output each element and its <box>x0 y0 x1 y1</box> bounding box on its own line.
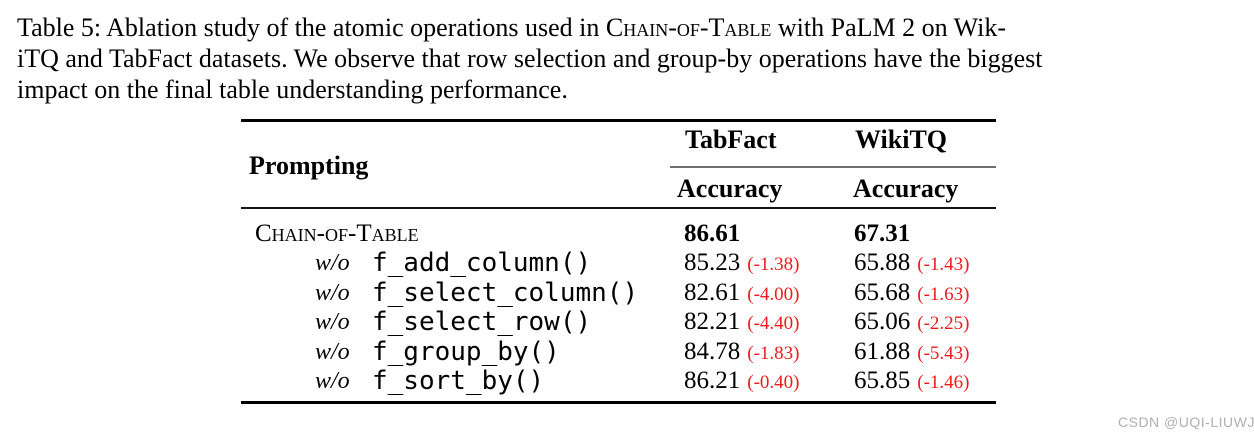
tabfact-value: 82.61 <box>684 279 741 306</box>
row-label-wo: w/o <box>315 368 350 394</box>
cell-tabfact-accuracy: 86.61 <box>684 219 747 252</box>
table-row-wo-f-select-row: w/o f_select_row() 82.21 (-4.40) 65.06 (-2… <box>0 307 1254 337</box>
cell-wikitq-accuracy: 67.31 <box>854 219 917 252</box>
tabfact-delta: (-4.00) <box>747 284 800 305</box>
wikitq-delta: (-1.43) <box>917 254 970 275</box>
table-bottom-rule <box>241 401 996 404</box>
table-cmid-rule <box>670 166 996 168</box>
tabfact-value: 84.78 <box>684 338 741 365</box>
cell-tabfact-accuracy: 82.21 (-4.40) <box>684 307 799 340</box>
cell-wikitq-accuracy: 61.88 (-5.43) <box>854 337 969 370</box>
cell-tabfact-accuracy: 82.61 (-4.00) <box>684 278 799 311</box>
cell-tabfact-accuracy: 86.21 (-0.40) <box>684 366 799 399</box>
wikitq-value: 65.88 <box>854 249 911 276</box>
row-label-function-name: f_add_column() <box>372 248 592 278</box>
tabfact-delta: (-0.40) <box>747 372 800 393</box>
wikitq-delta: (-1.63) <box>917 284 970 305</box>
caption-smallcaps-chain-of-table: Chain-of-Table <box>605 13 772 42</box>
table-top-rule <box>241 119 996 122</box>
row-label-function-name: f_sort_by() <box>372 366 545 396</box>
tabfact-value: 85.23 <box>684 249 741 276</box>
wikitq-value: 65.06 <box>854 308 911 335</box>
caption-text: Table 5: Ablation study of the atomic op… <box>17 13 606 42</box>
tabfact-value: 82.21 <box>684 308 741 335</box>
wikitq-delta: (-5.43) <box>917 343 970 364</box>
wikitq-value: 65.85 <box>854 367 911 394</box>
cell-wikitq-accuracy: 65.68 (-1.63) <box>854 278 969 311</box>
table-row-wo-f-select-column: w/o f_select_column() 82.61 (-4.00) 65.68… <box>0 278 1254 308</box>
caption-line-1: Table 5: Ablation study of the atomic op… <box>17 12 1042 43</box>
wikitq-delta: (-2.25) <box>917 313 970 334</box>
column-subheader-wikitq-accuracy: Accuracy <box>853 174 959 203</box>
wikitq-value: 61.88 <box>854 338 911 365</box>
wikitq-value: 65.68 <box>854 279 911 306</box>
column-group-header-tabfact: TabFact <box>685 125 777 154</box>
table-row-wo-f-group-by: w/o f_group_by() 84.78 (-1.83) 61.88 (-5.4… <box>0 337 1254 367</box>
table-row-wo-f-add-column: w/o f_add_column() 85.23 (-1.38) 65.88 (-1… <box>0 248 1254 278</box>
caption-line-2: iTQ and TabFact datasets. We observe tha… <box>17 44 1043 73</box>
row-label-wo: w/o <box>315 339 350 365</box>
cell-wikitq-accuracy: 65.88 (-1.43) <box>854 248 969 281</box>
tabfact-value: 86.61 <box>684 220 741 247</box>
tabfact-delta: (-1.38) <box>747 254 800 275</box>
tabfact-delta: (-4.40) <box>747 313 800 334</box>
csdn-watermark: CSDN @UQI-LIUWJ <box>1118 414 1254 430</box>
row-label-wo: w/o <box>315 309 350 335</box>
row-label-function-name: f_select_column() <box>372 278 639 308</box>
table-mid-rule <box>241 207 996 209</box>
cell-tabfact-accuracy: 84.78 (-1.83) <box>684 337 799 370</box>
column-header-prompting: Prompting <box>249 151 369 180</box>
column-group-header-wikitq: WikiTQ <box>855 125 948 154</box>
table-row-wo-f-sort-by: w/o f_sort_by() 86.21 (-0.40) 65.85 (-1.46… <box>0 366 1254 396</box>
row-label-chain-of-table: Chain-of-Table <box>255 220 419 247</box>
cell-wikitq-accuracy: 65.06 (-2.25) <box>854 307 969 340</box>
row-label-wo: w/o <box>315 250 350 276</box>
caption-line-3: impact on the final table understanding … <box>17 75 568 104</box>
caption-text: with PaLM 2 on Wik- <box>771 13 1007 42</box>
tabfact-value: 86.21 <box>684 367 741 394</box>
row-label-function-name: f_select_row() <box>372 307 592 337</box>
wikitq-delta: (-1.46) <box>917 372 970 393</box>
cell-tabfact-accuracy: 85.23 (-1.38) <box>684 248 799 281</box>
cell-wikitq-accuracy: 65.85 (-1.46) <box>854 366 969 399</box>
tabfact-delta: (-1.83) <box>747 343 800 364</box>
row-label-function-name: f_group_by() <box>372 337 560 367</box>
table-caption: Table 5: Ablation study of the atomic op… <box>17 12 1042 105</box>
row-label-wo: w/o <box>315 280 350 306</box>
table-row-chain-of-table: Chain-of-Table 86.61 67.31 <box>0 219 1254 249</box>
column-subheader-tabfact-accuracy: Accuracy <box>677 174 783 203</box>
wikitq-value: 67.31 <box>854 220 911 247</box>
